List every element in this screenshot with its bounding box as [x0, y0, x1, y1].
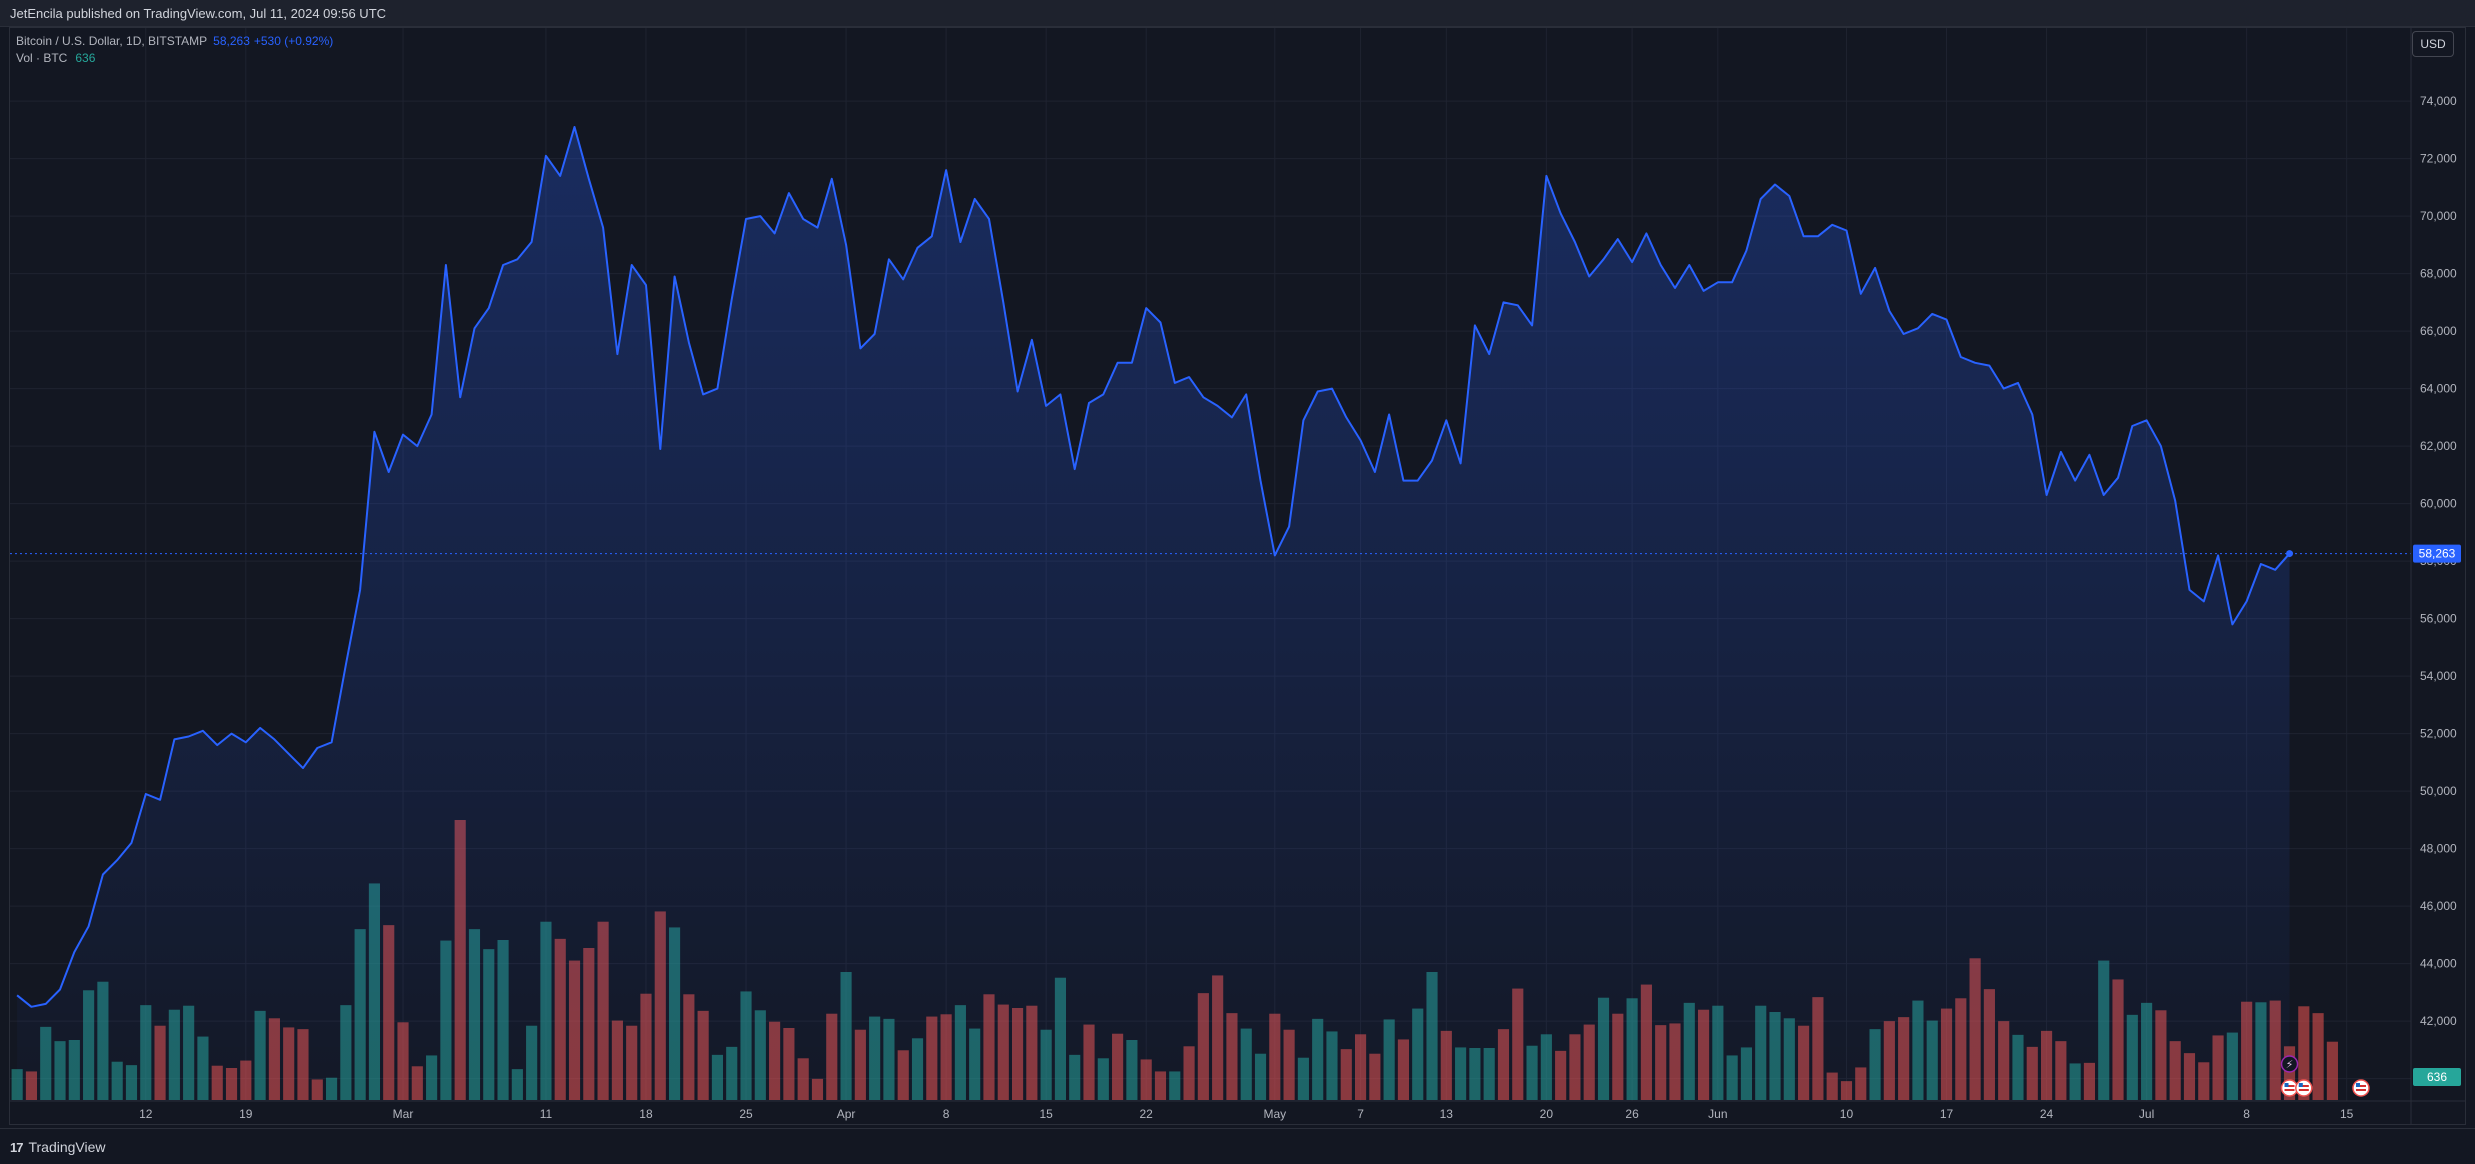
time-tick-label: Apr [837, 1107, 856, 1121]
last-price-dot [2286, 550, 2294, 558]
tradingview-logo-icon: 17 [10, 1139, 24, 1155]
time-tick-label: 13 [1440, 1107, 1454, 1121]
symbol-row: Bitcoin / U.S. Dollar, 1D, BITSTAMP 58,26… [16, 33, 333, 50]
volume-badge-bg [2413, 1068, 2461, 1086]
price-tick-label: 60,000 [2420, 497, 2457, 511]
price-tick-label: 44,000 [2420, 957, 2457, 971]
price-tick-label: 42,000 [2420, 1014, 2457, 1028]
price-area-fill [17, 127, 2290, 1101]
event-markers[interactable]: ⚡ [2280, 1055, 2370, 1097]
price-tick-label: 62,000 [2420, 439, 2457, 453]
time-tick-label: 15 [2340, 1107, 2354, 1121]
volume-bar-down [2312, 1013, 2324, 1100]
chart-area[interactable]: 40,00042,00044,00046,00048,00050,00052,0… [9, 27, 2466, 1125]
price-tick-label: 70,000 [2420, 209, 2457, 223]
price-tick-label: 74,000 [2420, 94, 2457, 108]
price-tick-label: 56,000 [2420, 612, 2457, 626]
time-tick-label: Mar [393, 1107, 414, 1121]
lightning-icon[interactable] [2280, 1055, 2299, 1073]
tradingview-brand-label: TradingView [28, 1139, 106, 1155]
volume-bar-down [2298, 1006, 2310, 1100]
time-tick-label: 17 [1940, 1107, 1954, 1121]
volume-badge: 636 [2413, 1068, 2461, 1086]
volume-row: Vol · BTC 636 [16, 50, 333, 67]
time-tick-label: 22 [1140, 1107, 1154, 1121]
time-tick-label: 18 [639, 1107, 653, 1121]
lightning-glyph: ⚡ [2286, 1058, 2294, 1071]
volume-bar-down [2283, 1046, 2296, 1100]
flag-stripe [2355, 1085, 2366, 1087]
time-tick-label: 20 [1540, 1107, 1554, 1121]
price-change-label: +530 (+0.92%) [253, 34, 334, 48]
footer-bar: 17 TradingView [0, 1128, 2475, 1164]
price-tick-label: 68,000 [2420, 267, 2457, 281]
us-flag-icon[interactable] [2352, 1079, 2370, 1097]
us-flag-icon[interactable] [2280, 1079, 2299, 1097]
symbol-label[interactable]: Bitcoin / U.S. Dollar, 1D, BITSTAMP [16, 34, 208, 48]
flag-stripe [2284, 1089, 2295, 1091]
flag-stripe [2298, 1085, 2309, 1087]
time-tick-label: 7 [1357, 1107, 1364, 1121]
us-flag-icon[interactable] [2295, 1079, 2313, 1097]
time-axis[interactable]: 12 19 Mar 11 18 25 Apr 8 15 22 May 7 13 20 26 Jun 10 17 24… [139, 1107, 2354, 1121]
price-tick-label: 64,000 [2420, 382, 2457, 396]
volume-bar-down [2326, 1041, 2338, 1100]
last-price-badge-text: 58,263 [2419, 547, 2456, 561]
last-price-label: 58,263 [213, 34, 250, 48]
price-tick-label: 46,000 [2420, 899, 2457, 913]
flag-canton [2298, 1083, 2303, 1087]
time-tick-label: Jun [1708, 1107, 1727, 1121]
tradingview-logo[interactable]: 17 TradingView [10, 1139, 106, 1155]
volume-badge-text: 636 [2427, 1070, 2447, 1084]
time-tick-label: 19 [239, 1107, 253, 1121]
time-tick-label: 10 [1840, 1107, 1854, 1121]
price-tick-label: 72,000 [2420, 152, 2457, 166]
flag-canton [2284, 1083, 2289, 1087]
time-tick-label: 11 [540, 1107, 553, 1121]
flag-canton [2355, 1083, 2360, 1087]
price-tick-label: 48,000 [2420, 842, 2457, 856]
price-tick-label: 66,000 [2420, 324, 2457, 338]
price-axis[interactable]: 40,00042,00044,00046,00048,00050,00052,0… [2420, 94, 2457, 1086]
time-tick-label: May [1263, 1107, 1286, 1121]
time-tick-label: 24 [2040, 1107, 2054, 1121]
flag-stripe [2284, 1085, 2295, 1087]
price-tick-label: 50,000 [2420, 784, 2457, 798]
flag-stripe [2355, 1089, 2366, 1091]
price-tick-label: 52,000 [2420, 727, 2457, 741]
flag-stripe [2298, 1089, 2309, 1091]
last-price-badge-bg [2413, 544, 2461, 563]
price-chart-svg[interactable]: 40,00042,00044,00046,00048,00050,00052,0… [10, 28, 2465, 1124]
publish-bar: JetEncila published on TradingView.com, … [0, 0, 2475, 27]
time-tick-label: 12 [139, 1107, 153, 1121]
last-price-badge: 58,263 [2413, 544, 2461, 563]
time-tick-label: Jul [2139, 1107, 2154, 1121]
volume-label[interactable]: Vol · BTC [16, 51, 68, 65]
time-tick-label: 25 [739, 1107, 753, 1121]
flag-circle [2295, 1079, 2313, 1097]
time-tick-label: 15 [1039, 1107, 1053, 1121]
time-tick-label: 26 [1625, 1107, 1639, 1121]
volume-value-label: 636 [75, 51, 96, 65]
time-tick-label: 8 [943, 1107, 950, 1121]
price-tick-label: 54,000 [2420, 669, 2457, 683]
chart-legend: Bitcoin / U.S. Dollar, 1D, BITSTAMP 58,26… [16, 33, 333, 67]
published-text: JetEncila published on TradingView.com, … [10, 6, 387, 21]
price-line[interactable] [16, 126, 2291, 1008]
flag-circle [2352, 1079, 2370, 1097]
currency-button[interactable]: USD [2412, 31, 2454, 57]
time-tick-label: 8 [2243, 1107, 2250, 1121]
